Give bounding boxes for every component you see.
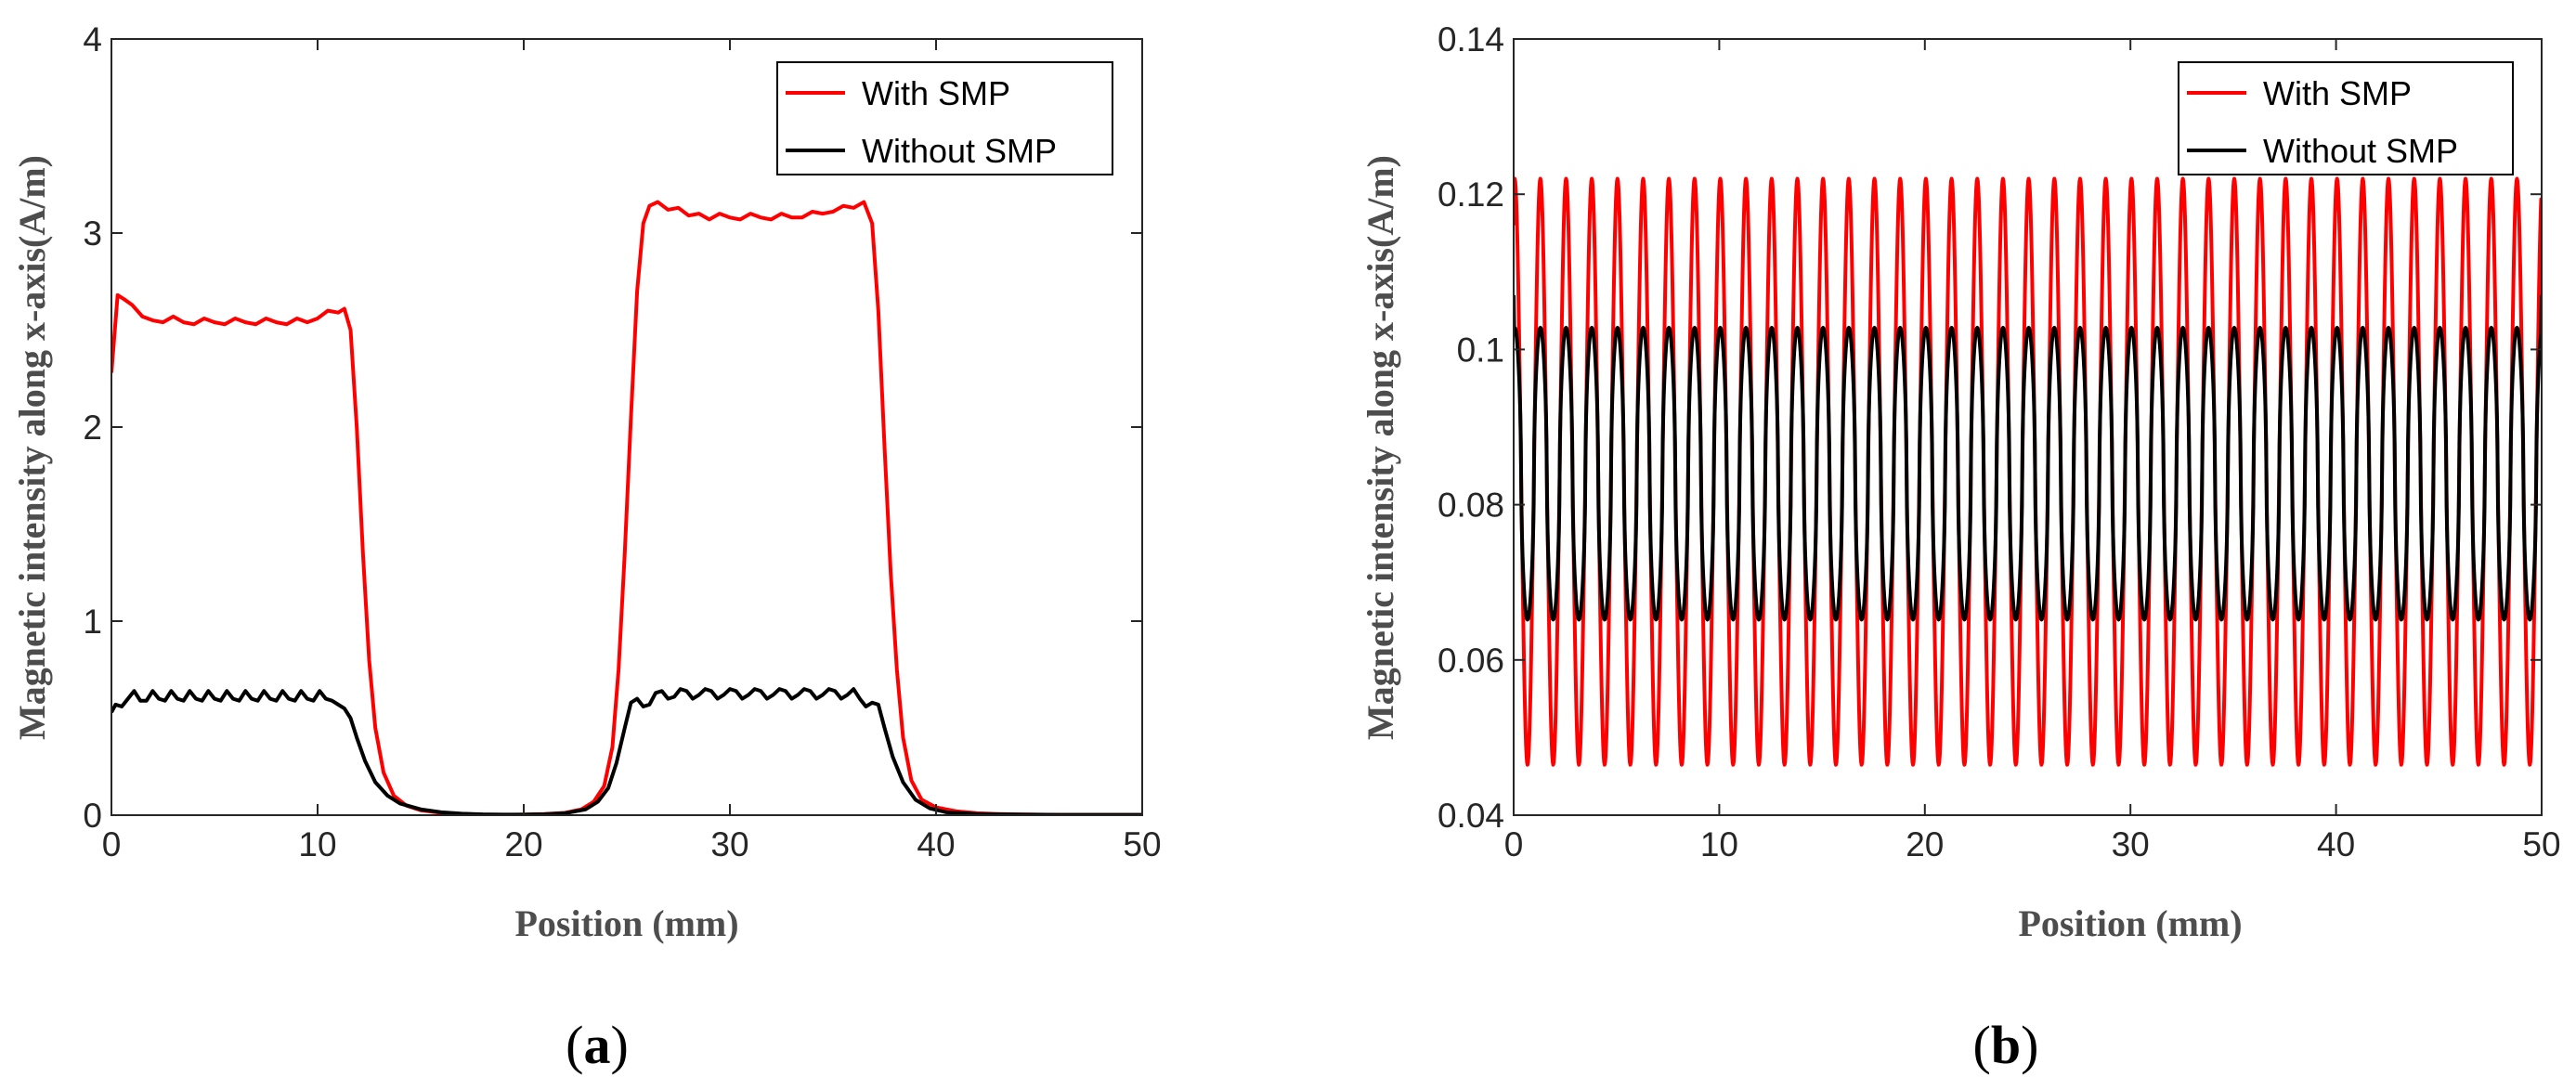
x-tick-label: 20 — [504, 825, 542, 863]
series-line-with-smp — [1514, 176, 2542, 767]
y-tick-label: 0.04 — [1438, 797, 1504, 835]
x-tick-label: 50 — [1123, 825, 1161, 863]
x-tick-label: 40 — [917, 825, 955, 863]
x-tick-label: 40 — [2317, 825, 2355, 863]
legend-label-with-smp: With SMP — [2263, 74, 2412, 112]
legend-box — [776, 61, 1113, 175]
legend-label-without-smp: Without SMP — [2263, 132, 2458, 170]
y-tick-label: 1 — [83, 603, 102, 641]
x-tick-label: 30 — [710, 825, 748, 863]
plot-area-b — [1513, 38, 2543, 816]
y-axis-title-a: Magnetic intensity along x-axis(A/m) — [11, 155, 53, 740]
y-tick-label: 0.1 — [1457, 331, 1504, 369]
y-tick-label: 3 — [83, 214, 102, 253]
series-group — [1514, 176, 2542, 767]
x-tick-label: 10 — [1700, 825, 1738, 863]
x-tick-label: 0 — [102, 825, 122, 863]
series-line-without-smp — [1514, 294, 2542, 622]
y-tick-label: 0.12 — [1438, 175, 1504, 214]
series-line-without-smp — [111, 687, 1142, 815]
y-tick-label: 0.06 — [1438, 642, 1504, 680]
chart-panel-b: 0 10 20 30 40 50 0.04 0.06 0.08 0.1 0.12 0.14 With … — [1360, 20, 2561, 1075]
y-axis-title-b: Magnetic intensity along x-axis(A/m) — [1360, 155, 1401, 740]
tick-labels-b: 0 10 20 30 40 50 0.04 0.06 0.08 0.1 0.12 0.14 — [1438, 20, 2561, 863]
x-tick-label: 10 — [298, 825, 336, 863]
panel-label-a: (a) — [566, 1015, 629, 1075]
x-tick-label: 30 — [2112, 825, 2150, 863]
y-tick-label: 2 — [83, 409, 102, 447]
y-tick-label: 0.08 — [1438, 487, 1504, 525]
series-group — [111, 200, 1142, 815]
axes-frame — [1513, 38, 2543, 816]
panel-label-b: (b) — [1973, 1015, 2039, 1075]
legend-a: With SMP Without SMP — [776, 61, 1113, 175]
legend-label-without-smp: Without SMP — [862, 132, 1057, 170]
x-tick-label: 20 — [1906, 825, 1944, 863]
series-line-with-smp — [111, 200, 1142, 815]
y-tick-label: 0.14 — [1438, 20, 1504, 58]
x-axis-title-b: Position (mm) — [2018, 902, 2242, 944]
chart-panel-a: 0 10 20 30 40 50 0 1 2 3 4 With SMP Without SMP Po… — [11, 20, 1162, 1075]
legend-b: With SMP Without SMP — [2178, 61, 2514, 175]
legend-label-with-smp: With SMP — [862, 74, 1010, 112]
x-axis-title-a: Position (mm) — [514, 902, 738, 944]
x-tick-label: 0 — [1504, 825, 1524, 863]
x-tick-label: 50 — [2522, 825, 2560, 863]
y-tick-label: 0 — [83, 797, 102, 835]
legend-box — [2178, 61, 2514, 175]
tick-labels-a: 0 10 20 30 40 50 0 1 2 3 4 — [83, 20, 1161, 863]
y-tick-label: 4 — [83, 20, 102, 58]
